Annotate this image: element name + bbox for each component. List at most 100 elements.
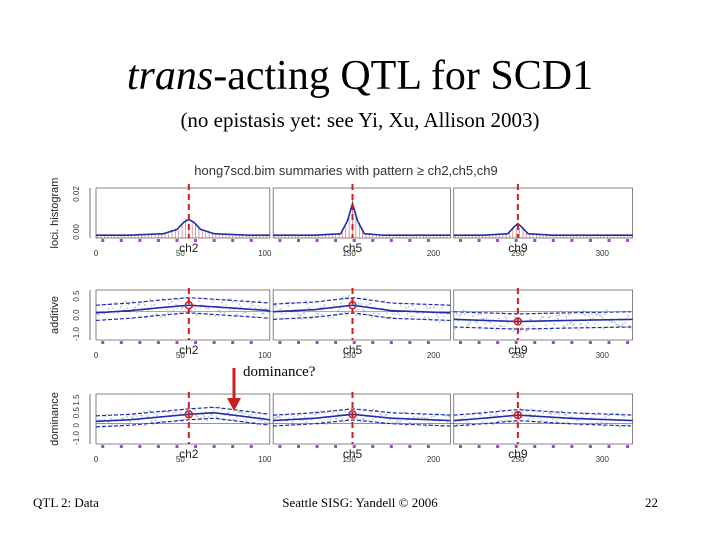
sample-point [512, 421, 515, 424]
sample-point [243, 412, 246, 415]
sample-point [134, 306, 137, 309]
sample-point [310, 317, 313, 320]
sample-point [307, 306, 310, 309]
sample-point [334, 417, 337, 420]
sample-point [576, 310, 578, 313]
chromosome-label: ch9 [508, 241, 528, 255]
sample-point [566, 421, 569, 424]
sample-point [215, 416, 218, 418]
sample-point [275, 305, 278, 308]
sample-point [273, 417, 276, 420]
sample-point [577, 329, 580, 331]
genetic-marker [533, 445, 537, 448]
sample-point [593, 323, 596, 325]
sample-point [231, 301, 234, 304]
sample-point [391, 313, 394, 315]
sample-point [154, 313, 157, 316]
sample-point [299, 419, 302, 422]
sample-point [148, 410, 150, 413]
sample-point [404, 424, 407, 427]
sample-point [195, 415, 198, 417]
sample-point [497, 317, 500, 320]
sample-point [107, 307, 110, 310]
sample-point [238, 411, 241, 414]
sample-point [386, 312, 388, 314]
sample-point [406, 313, 409, 315]
sample-point [202, 297, 204, 300]
genetic-marker [352, 239, 356, 242]
sample-point [158, 310, 161, 313]
qtl-point [348, 410, 357, 419]
sample-point [241, 298, 244, 301]
sample-point [118, 425, 121, 428]
sample-point [208, 314, 211, 317]
sample-point [554, 413, 557, 415]
sample-point [369, 412, 372, 414]
sample-point [457, 423, 460, 425]
sample-point [266, 423, 269, 426]
sample-point [169, 311, 172, 313]
sample-point [519, 407, 522, 410]
sample-point [256, 316, 258, 318]
sample-point [172, 309, 175, 312]
sample-point [480, 313, 482, 316]
sample-point [326, 422, 329, 425]
sample-point [338, 307, 341, 309]
sample-point [196, 415, 199, 418]
sample-point [237, 314, 239, 317]
sample-point [295, 424, 298, 426]
sample-point [535, 328, 538, 330]
sample-point [135, 415, 138, 417]
sample-point [125, 300, 127, 303]
genetic-marker [212, 341, 216, 344]
sample-point [448, 415, 450, 418]
sample-point [278, 416, 280, 418]
sample-point [530, 318, 532, 320]
sample-point [507, 322, 509, 325]
sample-point [523, 310, 526, 313]
credible-band [95, 417, 269, 428]
slide-title: trans-acting QTL for SCD1 [0, 52, 720, 100]
sample-point [631, 325, 634, 327]
sample-point [465, 420, 468, 423]
x-tick-label: 250 [511, 455, 525, 464]
sample-point [206, 310, 208, 313]
sample-point [306, 302, 309, 305]
sample-point [413, 416, 415, 418]
sample-point [275, 416, 278, 419]
sample-point [327, 316, 330, 319]
genetic-marker [626, 239, 630, 242]
genetic-marker [496, 445, 500, 448]
sample-point [474, 320, 477, 323]
sample-point [590, 312, 593, 315]
mean-curve [453, 318, 633, 323]
mean-curve [453, 414, 633, 422]
sample-point [478, 325, 481, 328]
sample-point [165, 308, 168, 311]
sample-point [565, 316, 568, 318]
y-axis-label: loci. histogram [49, 178, 61, 249]
sample-point [616, 323, 619, 326]
sample-point [391, 421, 394, 424]
x-tick-label: 200 [427, 351, 441, 360]
sample-point [476, 321, 478, 324]
sample-point [126, 307, 129, 310]
sample-point [131, 300, 134, 303]
genetic-marker [459, 445, 462, 448]
sample-point [557, 318, 559, 320]
sample-point [500, 419, 503, 422]
genetic-marker [194, 341, 198, 344]
sample-point [345, 314, 348, 317]
sample-point [218, 309, 221, 312]
sample-point [457, 319, 460, 322]
sample-point [150, 420, 153, 422]
y-tick-label: -1.0 [72, 327, 81, 341]
sample-point [273, 304, 276, 307]
sample-point [485, 317, 488, 319]
sample-point [582, 413, 585, 416]
sample-point [207, 307, 210, 310]
sample-point [577, 423, 580, 426]
sample-point [111, 424, 114, 427]
sample-point [499, 324, 501, 327]
genetic-marker [496, 341, 500, 344]
